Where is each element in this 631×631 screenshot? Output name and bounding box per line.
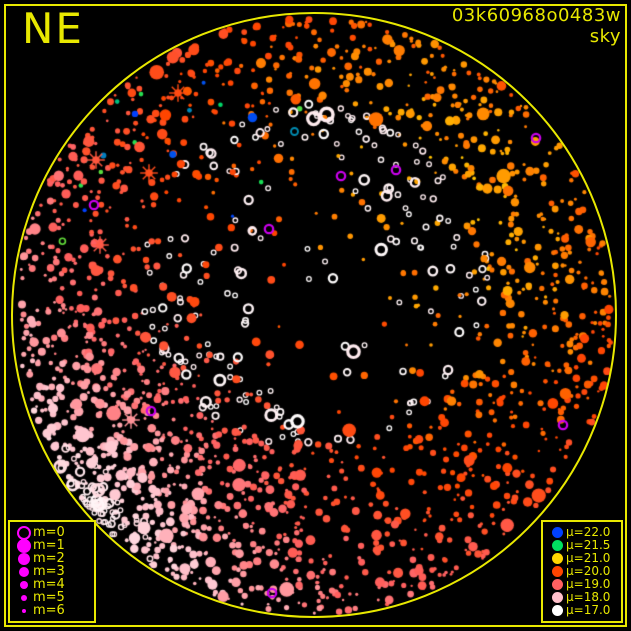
page-title: 03k60968o0483w: [451, 5, 621, 26]
mu-color-swatch-icon: [548, 540, 566, 551]
magnitude-legend-row: m=3: [15, 565, 89, 578]
mu-legend-row: μ=21.0: [548, 552, 616, 565]
magnitude-legend-row: m=1: [15, 538, 89, 553]
magnitude-marker-icon: [15, 552, 33, 565]
mu-legend-label: μ=21.5: [566, 538, 611, 552]
magnitude-legend-row: m=6: [15, 604, 89, 617]
magnitude-legend-label: m=6: [33, 603, 65, 618]
magnitude-legend-label: m=0: [33, 525, 65, 540]
magnitude-legend-row: m=4: [15, 578, 89, 591]
magnitude-legend-row: m=2: [15, 552, 89, 565]
mu-color-swatch-icon: [548, 605, 566, 616]
magnitude-legend-label: m=3: [33, 564, 65, 579]
mu-legend-label: μ=17.0: [566, 603, 611, 617]
mu-legend-row: μ=19.0: [548, 578, 616, 591]
surface-brightness-legend: μ=22.0 μ=21.5 μ=21.0 μ=20.0 μ=19.0 μ=18.0 μ=17…: [541, 520, 623, 623]
mu-legend-label: μ=19.0: [566, 577, 611, 591]
mu-legend-label: μ=22.0: [566, 525, 611, 539]
mu-color-swatch-icon: [548, 579, 566, 590]
magnitude-marker-icon: [15, 608, 33, 613]
mu-legend-label: μ=18.0: [566, 590, 611, 604]
magnitude-legend-label: m=2: [33, 551, 65, 566]
magnitude-legend-row: m=5: [15, 591, 89, 604]
mu-color-swatch-icon: [548, 553, 566, 564]
mu-color-swatch-icon: [548, 566, 566, 577]
page-subtitle: sky: [589, 25, 621, 47]
magnitude-legend-label: m=1: [33, 538, 65, 553]
title-block: 03k60968o0483w sky: [451, 5, 621, 47]
mu-color-swatch-icon: [548, 527, 566, 538]
magnitude-marker-icon: [15, 594, 33, 601]
mu-legend-row: μ=20.0: [548, 565, 616, 578]
mu-legend-row: μ=17.0: [548, 604, 616, 617]
mu-legend-row: μ=21.5: [548, 539, 616, 552]
mu-legend-label: μ=21.0: [566, 551, 611, 565]
magnitude-legend-label: m=5: [33, 590, 65, 605]
magnitude-legend-label: m=4: [33, 577, 65, 592]
mu-color-swatch-icon: [548, 592, 566, 603]
mu-legend-label: μ=20.0: [566, 564, 611, 578]
magnitude-marker-icon: [15, 525, 33, 540]
mu-legend-row: μ=18.0: [548, 591, 616, 604]
mu-legend-row: μ=22.0: [548, 526, 616, 539]
magnitude-marker-icon: [15, 566, 33, 577]
magnitude-legend: m=0 m=1 m=2 m=3 m=4 m=5 m=6: [8, 520, 96, 623]
magnitude-marker-icon: [15, 580, 33, 589]
magnitude-marker-icon: [15, 538, 33, 553]
direction-label: NE: [22, 4, 84, 53]
